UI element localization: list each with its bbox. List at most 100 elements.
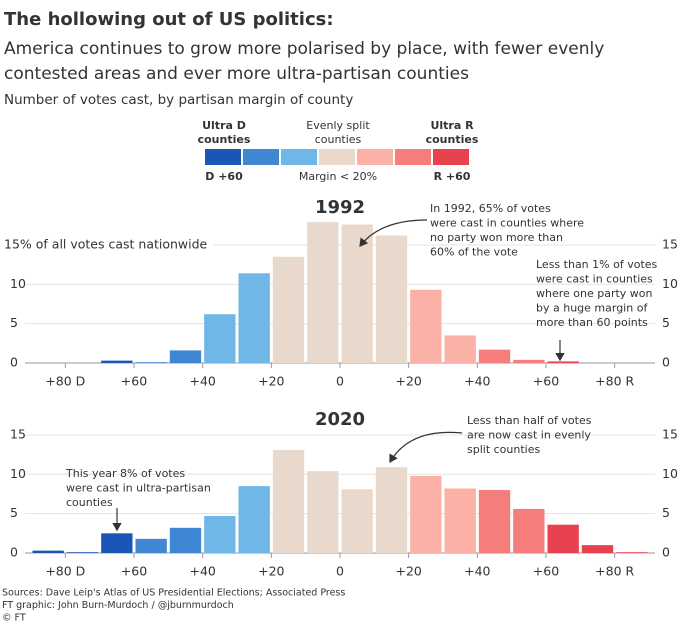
legend-swatch <box>395 149 431 165</box>
bar <box>101 360 133 363</box>
bar <box>444 488 476 553</box>
bar <box>616 552 648 553</box>
bar <box>204 516 236 553</box>
bar <box>272 449 305 553</box>
annotation: are now cast in evenly <box>467 429 591 442</box>
bar <box>101 533 133 553</box>
bar <box>238 486 270 553</box>
annotation: no party won more than <box>430 231 563 244</box>
y2-tick-label: 10 <box>662 466 678 481</box>
x-tick-label: +80 R <box>595 374 634 389</box>
x-tick-label: +40 <box>189 564 215 579</box>
bar <box>307 222 339 363</box>
annotation: In 1992, 65% of votes <box>430 202 551 215</box>
subhead: Number of votes cast, by partisan margin… <box>4 92 353 108</box>
bar <box>307 471 339 553</box>
annotation-arrow <box>359 219 428 247</box>
annotation: where one party won <box>536 287 653 300</box>
bar <box>169 350 202 363</box>
annotation: split counties <box>467 443 540 456</box>
chart-title: 1992 <box>315 197 365 218</box>
legend-label: Margin < 20% <box>299 170 377 183</box>
bar <box>410 475 442 553</box>
bar <box>32 550 64 553</box>
x-tick-label: +60 <box>121 374 147 389</box>
x-tick-label: +80 R <box>595 564 634 579</box>
bar <box>478 490 511 553</box>
annotation-arrow <box>389 431 463 464</box>
x-tick-label: +20 <box>258 374 284 389</box>
legend-label: Ultra R <box>430 119 474 132</box>
subtitle: America continues to grow more polarised… <box>4 39 604 59</box>
annotation: 60% of the vote <box>430 246 518 259</box>
y2-tick-label: 5 <box>662 505 670 520</box>
legend-label: counties <box>426 133 479 146</box>
bar <box>547 361 579 363</box>
bar <box>547 524 579 553</box>
bar <box>135 538 167 553</box>
x-tick-label: +40 <box>189 374 215 389</box>
x-tick-label: +20 <box>258 564 284 579</box>
y2-tick-label: 5 <box>662 315 670 330</box>
y2-tick-label: 10 <box>662 276 678 291</box>
legend-label: Evenly split <box>306 119 370 132</box>
legend-label: Ultra D <box>202 119 246 132</box>
annotation: more than 60 points <box>536 316 648 329</box>
y-tick-label: 10 <box>10 276 26 291</box>
y2-tick-label: 15 <box>662 426 678 441</box>
y2-tick-label: 0 <box>662 545 670 560</box>
annotation: were cast in counties where <box>430 217 584 230</box>
title: The hollowing out of US politics: <box>4 9 334 30</box>
legend-swatch <box>357 149 393 165</box>
legend-swatch <box>281 149 317 165</box>
x-tick-label: +60 <box>121 564 147 579</box>
bar <box>341 489 373 553</box>
bar <box>341 224 373 363</box>
y-tick-label: 15% of all votes cast nationwide <box>4 236 208 251</box>
bar <box>169 527 202 553</box>
bar <box>238 273 270 363</box>
x-tick-label: +20 <box>395 374 421 389</box>
bar <box>66 552 99 553</box>
bar <box>272 256 305 363</box>
x-tick-label: +80 D <box>45 564 85 579</box>
x-tick-label: +40 <box>464 374 490 389</box>
source: © FT <box>2 613 26 624</box>
y-tick-label: 0 <box>10 545 18 560</box>
chart-title: 2020 <box>315 409 365 430</box>
bar <box>478 349 511 363</box>
bar <box>581 545 614 553</box>
bar <box>444 335 476 363</box>
bar <box>513 508 545 553</box>
x-tick-label: +80 D <box>45 374 85 389</box>
legend-swatch <box>205 149 241 165</box>
bar <box>204 314 236 363</box>
y2-tick-label: 0 <box>662 355 670 370</box>
annotation: Less than half of votes <box>467 414 592 427</box>
annotation: were cast in ultra-partisan <box>66 482 211 495</box>
legend-label: D +60 <box>205 170 243 183</box>
annotation: were cast in counties <box>536 273 653 286</box>
x-tick-label: +60 <box>533 564 559 579</box>
bar <box>410 289 442 363</box>
source: FT graphic: John Burn-Murdoch / @jburnmu… <box>2 600 234 611</box>
x-tick-label: 0 <box>336 374 344 389</box>
y-tick-label: 5 <box>10 505 18 520</box>
x-tick-label: +20 <box>395 564 421 579</box>
legend-swatch <box>433 149 469 165</box>
y2-tick-label: 15 <box>662 236 678 251</box>
annotation: Less than 1% of votes <box>536 258 658 271</box>
bar <box>375 235 408 363</box>
annotation: by a huge margin of <box>536 302 648 315</box>
legend-label: counties <box>198 133 251 146</box>
legend-label: counties <box>315 133 362 146</box>
y-tick-label: 15 <box>10 426 26 441</box>
bar <box>513 359 545 363</box>
y-tick-label: 10 <box>10 466 26 481</box>
subtitle: contested areas and ever more ultra-part… <box>4 64 469 84</box>
x-tick-label: +40 <box>464 564 490 579</box>
bar <box>135 362 167 363</box>
legend-swatch <box>319 149 355 165</box>
legend-label: R +60 <box>434 170 471 183</box>
